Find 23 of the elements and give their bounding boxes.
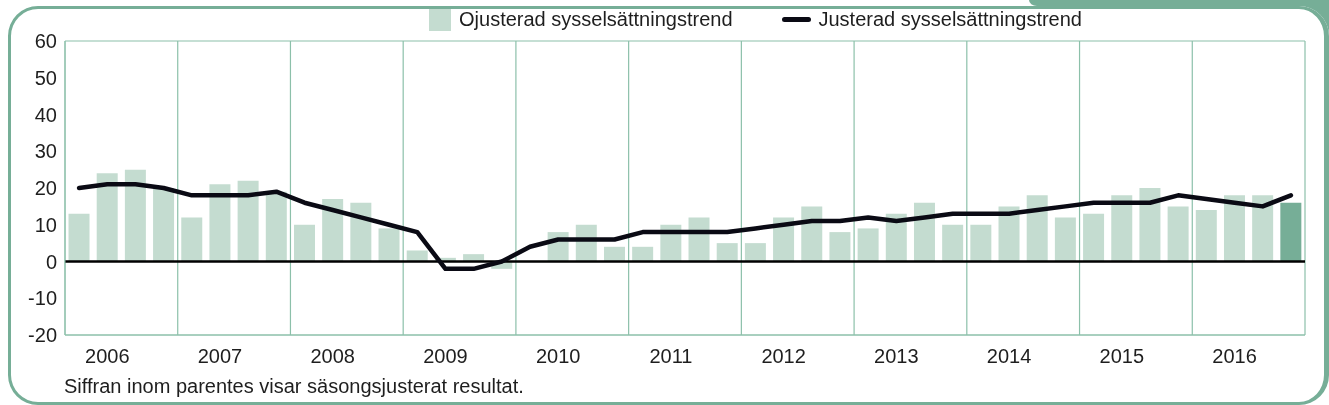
y-tick-label: 50 (34, 66, 57, 89)
y-tick-label: -10 (28, 287, 57, 310)
y-tick-label: 0 (45, 250, 57, 273)
y-tick-label: 40 (34, 103, 57, 126)
x-tick-label: 2011 (649, 345, 693, 367)
text: Siffran inom parentes visar säsongsjusterat resultat. (64, 375, 524, 397)
y-tick-label: 60 (34, 30, 57, 53)
y-tick-label: -20 (28, 324, 57, 347)
x-tick-label: 2007 (197, 345, 243, 367)
x-tick-label: 2009 (423, 345, 468, 367)
x-tick-label: 2015 (1099, 345, 1145, 367)
x-tick-label: 2006 (85, 345, 130, 367)
y-tick-label: 30 (34, 140, 57, 163)
x-tick-label: 2010 (535, 345, 581, 367)
x-tick-label: 2008 (310, 345, 355, 367)
x-tick-label: 2014 (986, 345, 1032, 367)
legend-label: Justerad sysselsättningstrend (818, 8, 1082, 30)
x-tick-label: 2016 (1212, 345, 1257, 367)
y-tick-label: 20 (34, 177, 57, 200)
y-tick-label: 10 (34, 213, 57, 236)
legend-label: Ojusterad sysselsättningstrend (459, 8, 733, 30)
x-tick-label: 2013 (874, 345, 919, 367)
x-tick-label: 2012 (761, 345, 806, 367)
